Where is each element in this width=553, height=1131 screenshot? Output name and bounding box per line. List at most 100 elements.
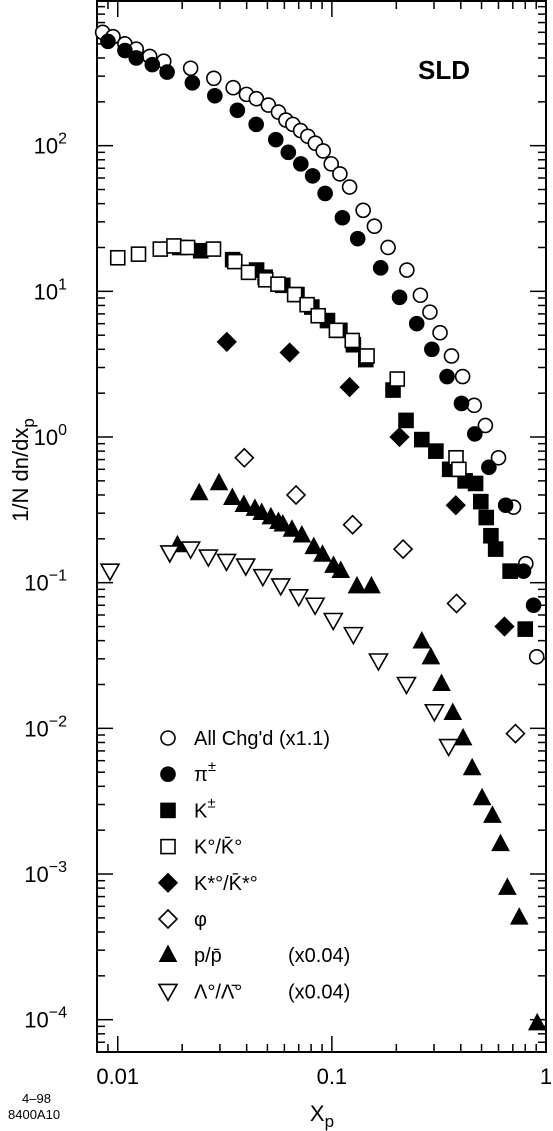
- data-point: [443, 348, 460, 364]
- y-tick-label: 101: [34, 276, 67, 304]
- data-point: [399, 262, 415, 278]
- data-point: [180, 541, 202, 560]
- data-point: [248, 116, 264, 133]
- data-point: [209, 472, 229, 491]
- data-point: [331, 560, 351, 578]
- data-point: [179, 239, 196, 256]
- series-6: [168, 472, 547, 1031]
- series-5: [234, 447, 526, 744]
- x-axis-title: Xp: [310, 1101, 334, 1131]
- data-point: [99, 563, 121, 582]
- data-point: [206, 70, 222, 87]
- legend-marker: [160, 802, 176, 819]
- legend-label: K°/K̄°: [194, 836, 242, 859]
- data-point: [432, 324, 448, 341]
- data-point: [304, 536, 324, 555]
- data-point: [189, 482, 209, 501]
- data-point: [491, 833, 510, 852]
- data-point: [159, 64, 175, 80]
- data-point: [288, 588, 310, 608]
- data-point: [438, 738, 460, 758]
- data-series: [94, 24, 547, 1031]
- data-point: [396, 676, 417, 696]
- x-tick-label: 1: [540, 1064, 552, 1089]
- data-point: [282, 519, 302, 537]
- legend: All Chg'd (x1.1) π± K± K°/K̄° K*°/K̄*° φ p/p̄ (…: [157, 728, 350, 1003]
- tick-labels: 0.01 0.1 1 102 101 100 10−1 10−2 10−3 10−4: [24, 131, 552, 1089]
- data-point: [408, 315, 425, 332]
- data-point: [509, 907, 529, 925]
- data-point: [339, 376, 360, 398]
- legend-label: All Chg'd (x1.1): [194, 728, 330, 750]
- data-point: [342, 626, 364, 646]
- data-point: [466, 397, 482, 414]
- data-point: [270, 276, 286, 292]
- data-point: [389, 371, 406, 387]
- data-point: [304, 597, 326, 616]
- data-point: [226, 253, 243, 270]
- data-point: [192, 242, 209, 259]
- data-point: [166, 238, 182, 254]
- data-point: [342, 514, 363, 535]
- data-point: [412, 631, 432, 649]
- data-point: [315, 143, 332, 159]
- data-point: [439, 368, 455, 385]
- data-point: [422, 304, 438, 320]
- figure-code-top: 4–98: [22, 1091, 51, 1106]
- legend-item: K°/K̄°: [160, 836, 242, 859]
- legend-label: π±: [194, 758, 216, 786]
- data-point: [498, 877, 517, 895]
- data-point: [487, 541, 504, 557]
- series-1: [100, 33, 542, 614]
- data-point: [472, 787, 492, 806]
- plot-border: [96, 0, 547, 1053]
- data-point: [240, 264, 257, 281]
- axis-titles: Xp 1/N dn/dxp: [8, 418, 334, 1131]
- legend-item: π±: [160, 758, 216, 786]
- legend-label: φ: [194, 909, 207, 931]
- data-point: [184, 75, 201, 91]
- x-tick-label: 0.01: [96, 1064, 139, 1089]
- data-point: [344, 332, 361, 349]
- data-point: [159, 545, 181, 564]
- data-point: [216, 553, 237, 573]
- data-point: [322, 612, 344, 632]
- data-point: [424, 341, 440, 358]
- data-point: [223, 487, 242, 506]
- data-point: [391, 289, 408, 306]
- series-3: [109, 238, 467, 478]
- data-point: [359, 348, 375, 364]
- data-point: [252, 568, 274, 588]
- data-point: [328, 322, 345, 339]
- legend-item: K*°/K̄*°: [157, 872, 258, 895]
- legend-label: K±: [194, 794, 216, 822]
- data-point: [332, 166, 348, 182]
- legend-marker: [160, 730, 176, 746]
- legend-marker: [157, 983, 179, 1003]
- legend-marker: [157, 908, 179, 930]
- data-point: [372, 260, 389, 276]
- y-axis-title: 1/N dn/dxp: [8, 418, 38, 522]
- legend-note: (x0.04): [288, 981, 350, 1003]
- data-point: [380, 239, 396, 256]
- figure-code-bottom: 8400A10: [8, 1107, 61, 1122]
- data-point: [477, 417, 494, 434]
- series-4: [216, 331, 515, 637]
- data-point: [273, 514, 293, 532]
- legend-item: All Chg'd (x1.1): [160, 728, 330, 750]
- data-point: [392, 538, 414, 560]
- data-point: [341, 179, 358, 195]
- data-point: [205, 241, 222, 257]
- data-point: [497, 497, 514, 514]
- data-point: [152, 241, 169, 257]
- data-point: [334, 209, 351, 226]
- legend-item: Λ°/Λ̄° (x0.04): [157, 981, 350, 1003]
- data-point: [451, 461, 467, 478]
- y-tick-label: 100: [34, 422, 67, 450]
- data-point: [505, 723, 526, 744]
- data-point: [355, 202, 371, 219]
- data-point: [216, 331, 237, 352]
- legend-marker: [158, 944, 178, 963]
- data-point: [130, 246, 147, 262]
- data-point: [398, 412, 414, 429]
